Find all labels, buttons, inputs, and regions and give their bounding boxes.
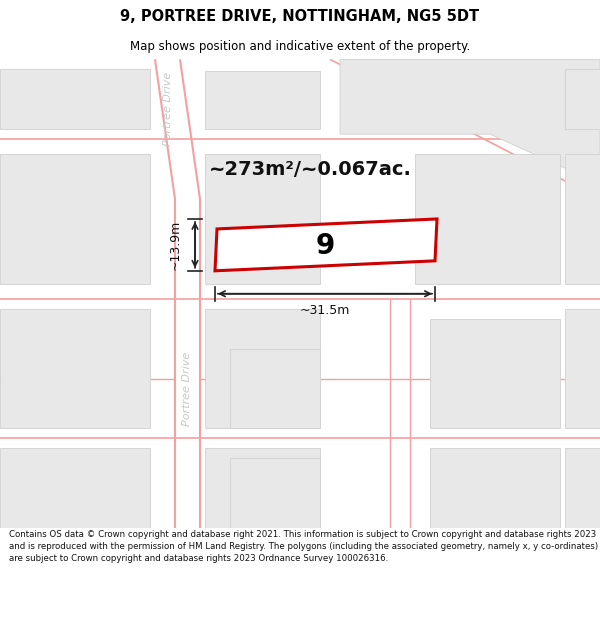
Polygon shape bbox=[340, 59, 600, 184]
Bar bbox=[0, 154, 150, 284]
Bar bbox=[205, 154, 320, 284]
Text: ~273m²/~0.067ac.: ~273m²/~0.067ac. bbox=[209, 159, 412, 179]
Bar bbox=[430, 448, 560, 528]
Text: Portree Drive: Portree Drive bbox=[163, 72, 173, 146]
Polygon shape bbox=[215, 219, 437, 271]
Text: Contains OS data © Crown copyright and database right 2021. This information is : Contains OS data © Crown copyright and d… bbox=[9, 530, 598, 562]
Bar bbox=[0, 309, 150, 428]
Text: 9: 9 bbox=[316, 232, 335, 260]
Bar bbox=[0, 69, 150, 129]
Bar bbox=[205, 448, 320, 528]
Bar bbox=[230, 349, 320, 428]
Bar bbox=[0, 448, 150, 528]
Text: 9, PORTREE DRIVE, NOTTINGHAM, NG5 5DT: 9, PORTREE DRIVE, NOTTINGHAM, NG5 5DT bbox=[121, 9, 479, 24]
Bar bbox=[565, 69, 600, 129]
Text: ~13.9m: ~13.9m bbox=[169, 220, 182, 270]
Bar bbox=[565, 448, 600, 528]
Text: Map shows position and indicative extent of the property.: Map shows position and indicative extent… bbox=[130, 40, 470, 52]
Polygon shape bbox=[415, 154, 560, 284]
Text: Portree Drive: Portree Drive bbox=[182, 351, 192, 426]
Bar bbox=[430, 319, 560, 428]
Bar bbox=[205, 71, 320, 129]
Text: ~31.5m: ~31.5m bbox=[300, 304, 350, 318]
Bar bbox=[205, 309, 320, 428]
Bar bbox=[230, 458, 320, 528]
Bar bbox=[565, 309, 600, 428]
Bar bbox=[565, 154, 600, 284]
